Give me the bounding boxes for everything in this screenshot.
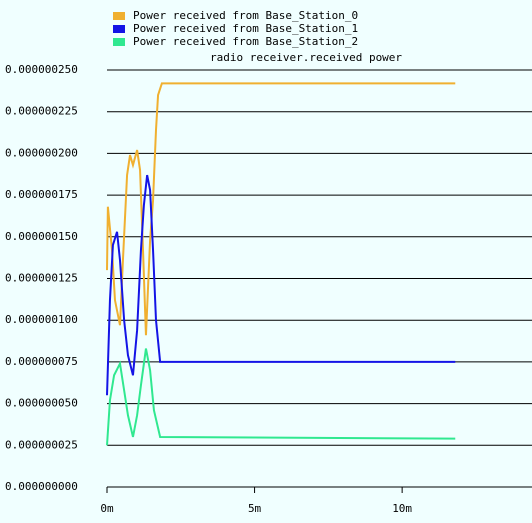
y-tick-label: 0.000000125 [5,272,78,285]
y-tick-label: 0.000000200 [5,146,78,159]
y-tick-label: 0.000000250 [5,63,78,76]
y-tick-label: 0.000000175 [5,188,78,201]
y-tick-label: 0.000000025 [5,438,78,451]
y-tick-label: 0.000000000 [5,480,78,493]
series-line [106,174,456,396]
legend-label: Power received from Base_Station_0 [133,9,358,22]
legend-swatch [113,38,125,46]
y-tick-label: 0.000000150 [5,230,78,243]
y-tick-label: 0.000000225 [5,105,78,118]
legend-swatch [113,12,125,20]
series-line [106,348,456,446]
legend-label: Power received from Base_Station_1 [133,22,358,35]
y-tick-label: 0.000000075 [5,355,78,368]
legend-swatch [113,25,125,33]
y-axis-title: radio receiver.received power [210,51,402,64]
x-tick-label: 10m [392,502,412,515]
series-line [106,82,456,336]
y-tick-label: 0.000000050 [5,397,78,410]
y-tick-label: 0.000000100 [5,313,78,326]
x-tick-label: 0m [100,502,114,515]
legend-label: Power received from Base_Station_2 [133,35,358,48]
x-tick-label: 5m [248,502,262,515]
